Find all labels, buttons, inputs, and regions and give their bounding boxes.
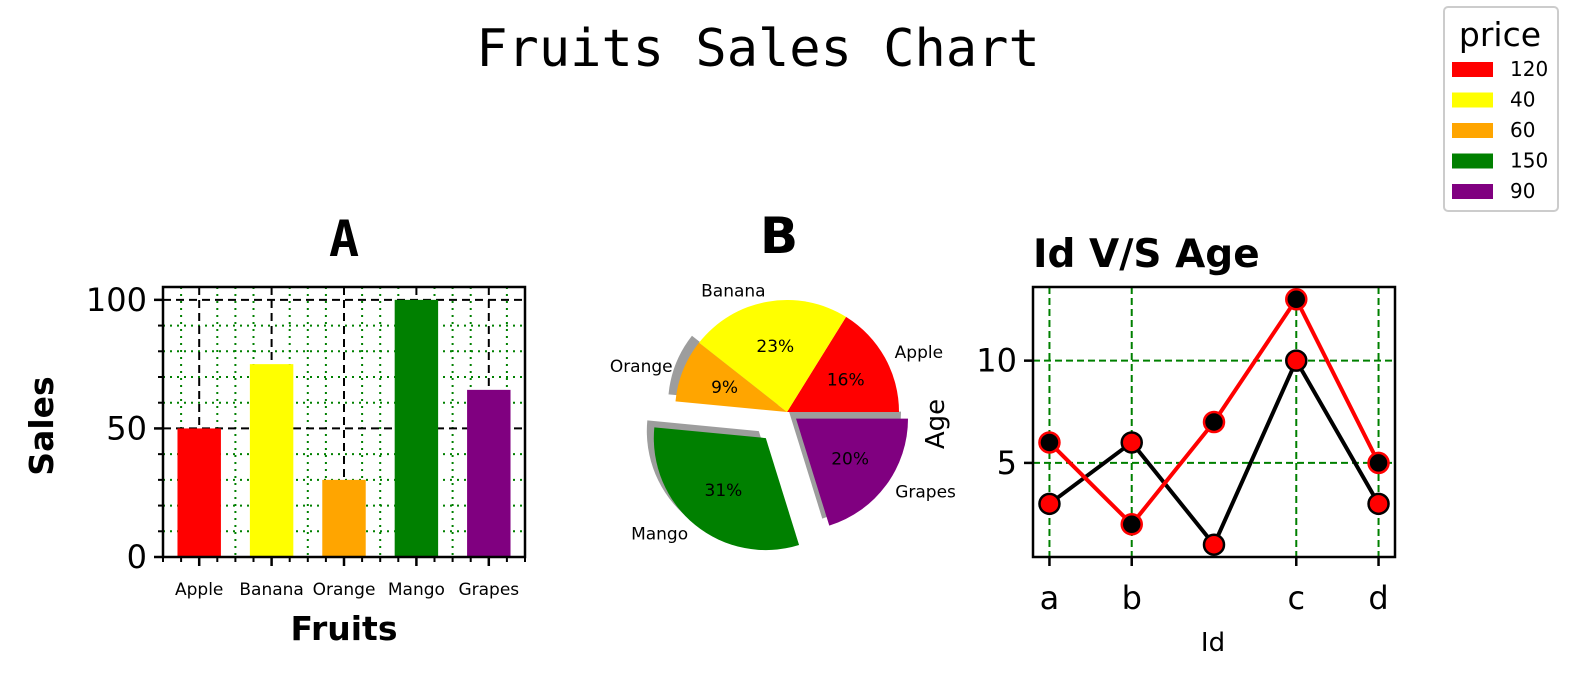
price-legend: price 120 40 60 150 90 xyxy=(1443,6,1559,212)
pie-label-apple: Apple xyxy=(895,343,943,363)
bar-orange xyxy=(322,479,366,557)
legend-swatch xyxy=(1452,123,1493,138)
pie-wedge-apple xyxy=(787,316,899,412)
bar-xtick-label: Grapes xyxy=(458,580,519,600)
line-point-series-1 xyxy=(1120,431,1143,454)
line-point-series-1 xyxy=(1367,492,1390,516)
bar-xtick-label: Banana xyxy=(239,580,303,600)
line-ytick-label: 5 xyxy=(997,444,1017,482)
bar-chart-xlabel: Fruits xyxy=(291,609,398,648)
pie-wedge-orange xyxy=(675,342,787,412)
pie-pct-apple: 16% xyxy=(827,370,865,390)
line-xtick-label: d xyxy=(1368,579,1388,617)
bar-chart-title: A xyxy=(329,210,359,268)
legend-title: price xyxy=(1459,15,1541,54)
legend-label: 150 xyxy=(1510,149,1548,173)
pie-pct-orange: 9% xyxy=(711,378,738,398)
pie-wedge-banana xyxy=(698,300,847,412)
legend-swatch xyxy=(1452,153,1493,169)
bar-apple xyxy=(177,428,221,557)
pie-label-orange: Orange xyxy=(610,357,673,377)
pie-wedge-grapes xyxy=(796,418,909,526)
line-chart-frame xyxy=(1031,285,1397,559)
bar-xtick-label: Apple xyxy=(175,580,223,600)
bar-chart-ylabel: Sales xyxy=(22,376,61,475)
bar-ytick-label: 50 xyxy=(106,409,147,447)
figure-title: Fruits Sales Chart xyxy=(476,19,1040,79)
pie-pct-grapes: 20% xyxy=(831,449,869,469)
legend-label: 90 xyxy=(1510,179,1535,203)
pie-pct-mango: 31% xyxy=(705,481,743,501)
bar-mango xyxy=(394,299,439,557)
legend-label: 60 xyxy=(1510,118,1535,142)
legend-swatch xyxy=(1452,184,1493,199)
line-series-1 xyxy=(1048,356,1381,549)
bar-xtick-label: Orange xyxy=(313,580,376,600)
line-xtick-label: c xyxy=(1287,579,1305,617)
pie-label-banana: Banana xyxy=(701,282,765,302)
line-chart-ylabel: Age xyxy=(921,399,951,449)
pie-chart-panel: B Apple 16% Banana 23% Orange 9% Mango 31% Grape… xyxy=(610,207,956,551)
legend-label: 40 xyxy=(1510,88,1535,112)
line-chart-title: Id V/S Age xyxy=(1033,232,1260,277)
line-point-series-2 xyxy=(1202,410,1226,434)
pie-label-grapes: Grapes xyxy=(895,483,956,503)
bar-ytick-label: 0 xyxy=(127,538,147,576)
legend-swatch xyxy=(1452,62,1493,77)
pie-wedge-mango xyxy=(653,427,800,551)
bar-banana xyxy=(249,364,294,557)
legend-label: 120 xyxy=(1510,57,1548,81)
line-ytick-label: 10 xyxy=(976,342,1017,380)
bar-grapes xyxy=(467,389,511,557)
pie-chart-title: B xyxy=(760,207,798,265)
bar-chart-panel: A Fruits Sales 0 50 100 Apple Banana Orange Ma… xyxy=(22,210,527,648)
pie-label-mango: Mango xyxy=(631,525,688,545)
line-xtick-label: b xyxy=(1122,579,1142,617)
bar-chart-frame xyxy=(161,285,527,559)
line-point-series-1 xyxy=(1038,492,1061,516)
line-point-series-2 xyxy=(1038,431,1061,454)
line-point-series-1 xyxy=(1285,349,1308,372)
line-point-series-2 xyxy=(1120,513,1143,536)
line-point-series-2 xyxy=(1367,451,1390,475)
bar-ytick-label: 100 xyxy=(86,281,147,319)
legend-swatch xyxy=(1452,92,1493,108)
pie-pct-banana: 23% xyxy=(756,337,794,357)
bar-xtick-label: Mango xyxy=(388,580,445,600)
line-xtick-label: a xyxy=(1040,579,1060,617)
line-chart-panel: Id V/S Age Id Age 5 10 a b c d xyxy=(921,232,1397,658)
line-point-series-1 xyxy=(1202,533,1226,556)
line-chart-xlabel: Id xyxy=(1201,628,1225,658)
line-point-series-2 xyxy=(1285,288,1308,311)
